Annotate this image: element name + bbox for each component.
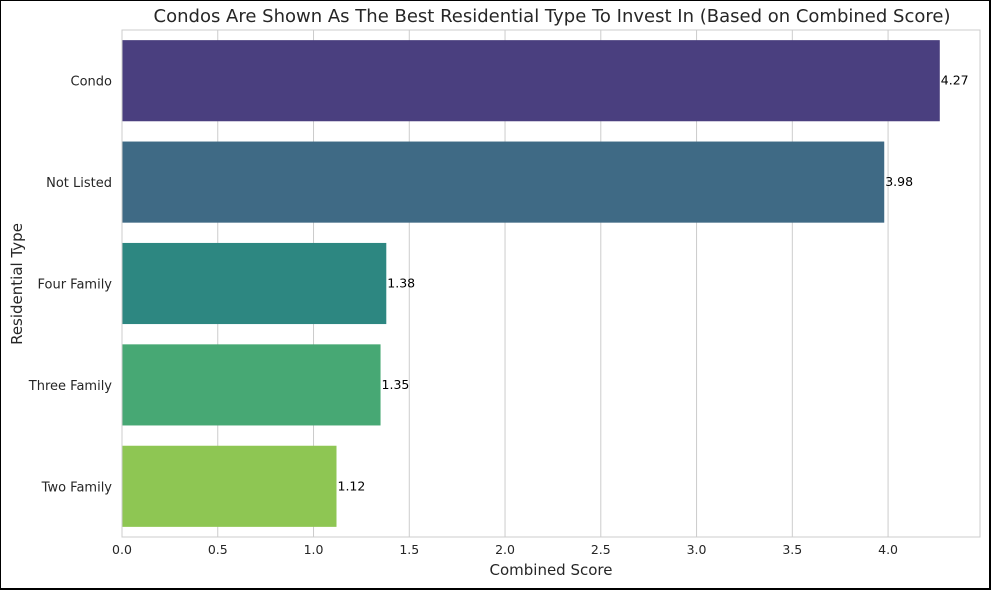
bar [122,242,387,325]
x-tick-label: 2.5 [591,542,611,557]
value-label: 1.35 [382,377,410,392]
y-category-label: Four Family [37,278,112,293]
value-label: 3.98 [885,174,913,189]
x-tick-label: 3.0 [687,542,707,557]
x-axis-label: Combined Score [490,561,613,579]
x-tick-label: 0.5 [208,542,228,557]
plot-border [121,29,981,538]
y-category-labels: Condo Not Listed Four Family Three Family Tw… [28,75,113,496]
bars [122,40,940,527]
value-labels: 4.27 3.98 1.38 1.35 1.12 [338,73,969,494]
y-category-label: Two Family [41,480,113,495]
value-label: 1.38 [387,276,415,291]
y-category-label: Not Listed [46,176,112,191]
bar [122,344,381,426]
y-category-label: Three Family [28,379,113,394]
x-tick-label: 1.5 [399,542,419,557]
y-category-label: Condo [71,75,113,90]
bar [122,445,337,527]
bar [122,141,885,223]
x-tick-label: 1.0 [304,542,324,557]
x-tick-label: 3.5 [782,542,802,557]
chart-title: Condos Are Shown As The Best Residential… [154,6,951,27]
x-tick-label: 4.0 [878,542,898,557]
x-tick-label: 2.0 [495,542,515,557]
y-axis-label: Residential Type [8,223,26,345]
x-tick-labels: 0.0 0.5 1.0 1.5 2.0 2.5 3.0 3.5 4.0 [112,542,898,557]
x-tick-label: 0.0 [112,542,132,557]
value-label: 4.27 [941,73,969,88]
bar [122,40,940,122]
value-label: 1.12 [338,478,366,493]
